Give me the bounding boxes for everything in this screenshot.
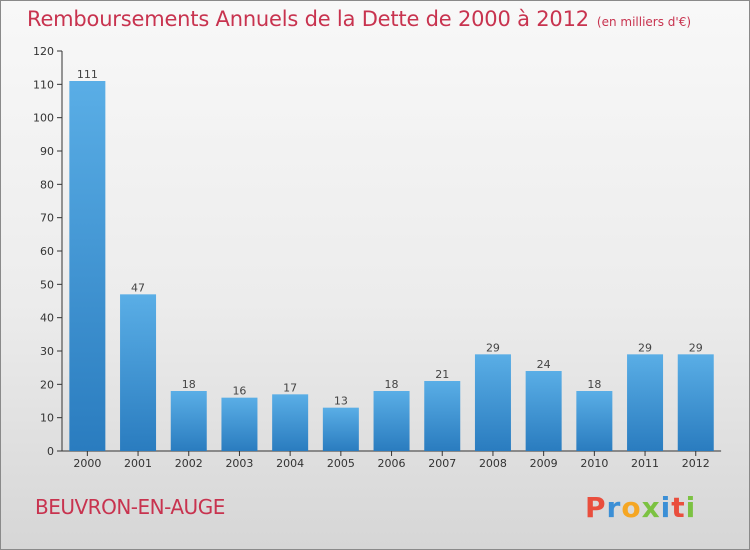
y-tick-label: 120 [33,45,54,58]
y-tick-label: 20 [40,378,54,391]
axes: 0 10 20 30 40 50 60 70 80 90 100 110 120 2000 2001 2002… [33,45,722,470]
logo-letter: t [671,491,686,524]
bar [120,294,157,451]
bar-value-label: 47 [131,281,145,294]
bar-value-label: 29 [486,341,500,354]
y-tick-label: 110 [33,78,54,91]
x-tick-label: 2004 [276,457,304,470]
bar-value-label: 21 [435,368,449,381]
logo-letter: x [641,491,661,524]
bar [373,391,410,451]
logo-letter: P [585,491,607,524]
chart-title-text: Remboursements Annuels de la Dette de 20… [27,7,589,31]
y-tick-label: 30 [40,345,54,358]
y-tick-label: 50 [40,278,54,291]
x-tick-label: 2008 [479,457,507,470]
x-tick-label: 2007 [428,457,456,470]
chart-title: Remboursements Annuels de la Dette de 20… [27,7,691,31]
bar [69,81,106,451]
x-tick-label: 2012 [682,457,710,470]
x-tick-label: 2005 [327,457,355,470]
bar-value-label: 18 [385,378,399,391]
bar-value-label: 29 [638,341,652,354]
x-tick-label: 2009 [530,457,558,470]
bar [627,354,664,451]
y-tick-label: 40 [40,312,54,325]
bars: 111 47 18 16 17 13 18 21 29 24 18 29 29 [69,68,714,451]
x-tick-label: 2001 [124,457,152,470]
bar [576,391,613,451]
bar [322,407,359,451]
bar [221,397,258,451]
x-tick-label: 2006 [378,457,406,470]
y-tick-label: 80 [40,178,54,191]
y-tick-label: 100 [33,112,54,125]
bar-value-label: 111 [77,68,98,81]
y-tick-label: 60 [40,245,54,258]
commune-name: BEUVRON-EN-AUGE [35,495,225,519]
y-tick-label: 90 [40,145,54,158]
y-tick-label: 70 [40,212,54,225]
x-tick-label: 2003 [225,457,253,470]
logo-letter: i [685,491,697,524]
bar [272,394,309,451]
x-tick-label: 2000 [73,457,101,470]
bar [677,354,714,451]
bar-value-label: 16 [232,385,246,398]
y-tick-label: 0 [47,445,54,458]
logo-letter: r [606,491,622,524]
bar-value-label: 18 [587,378,601,391]
x-tick-label: 2002 [175,457,203,470]
x-tick-label: 2011 [631,457,659,470]
logo-letter: o [621,491,642,524]
logo-letter: i [660,491,672,524]
bar [424,381,461,451]
y-tick-label: 10 [40,412,54,425]
bar-value-label: 13 [334,395,348,408]
x-tick-label: 2010 [580,457,608,470]
chart-subtitle: (en milliers d'€) [596,15,692,29]
bar-value-label: 17 [283,381,297,394]
bar [170,391,207,451]
bar-value-label: 29 [689,341,703,354]
bar [474,354,511,451]
bar-value-label: 18 [182,378,196,391]
proxiti-logo: Proxiti [585,491,696,524]
bar [525,371,562,451]
bar-value-label: 24 [537,358,551,371]
